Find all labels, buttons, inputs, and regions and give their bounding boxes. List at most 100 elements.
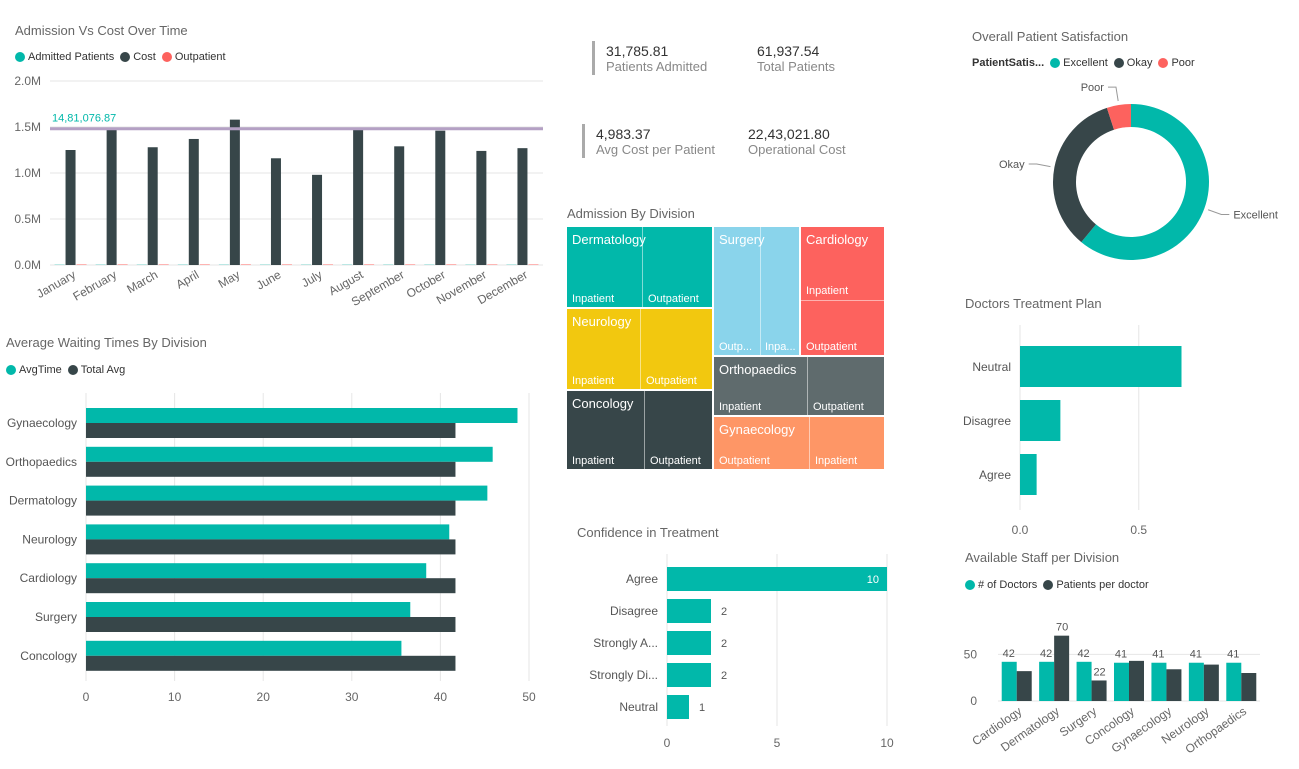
legend-outpatient[interactable]: Outpatient xyxy=(161,51,226,63)
kpi-operational-cost: 22,43,021.80 Operational Cost xyxy=(748,126,846,157)
bar-avgtime[interactable] xyxy=(86,485,488,501)
treemap-sub-label: Outpatient xyxy=(648,293,699,305)
bar-doctors[interactable] xyxy=(1188,662,1204,701)
treemap-gynaecology[interactable]: Gynaecology Outpatient Inpatient xyxy=(713,416,885,470)
bar-cost[interactable] xyxy=(188,138,199,265)
y-tick-label: Dermatology xyxy=(9,494,77,508)
treemap-label: Dermatology xyxy=(572,232,646,247)
bar-total-avg[interactable] xyxy=(86,423,456,438)
bar-avgtime[interactable] xyxy=(86,524,450,540)
bar-confidence[interactable] xyxy=(667,567,887,591)
legend-total-avg[interactable]: Total Avg xyxy=(67,364,125,376)
bar-cost[interactable] xyxy=(353,128,364,265)
bar-patients-per-doctor[interactable] xyxy=(1016,671,1032,701)
bar-total-avg[interactable] xyxy=(86,461,456,477)
legend-doctors[interactable]: # of Doctors xyxy=(965,579,1037,591)
bar-patients-per-doctor[interactable] xyxy=(1091,680,1107,701)
bar-total-avg[interactable] xyxy=(86,578,456,594)
treemap-surgery[interactable]: Surgery Outp... Inpa... xyxy=(713,226,800,356)
satisfaction-donut[interactable]: Excellent Okay Poor xyxy=(969,80,1299,280)
bar-confidence[interactable] xyxy=(667,695,689,719)
treemap-neurology[interactable]: Neurology Inpatient Outpatient xyxy=(566,308,713,390)
bar-cost[interactable] xyxy=(229,119,240,265)
data-label: 42 xyxy=(1040,648,1052,660)
bar-total-avg[interactable] xyxy=(86,500,456,516)
bar-doctors[interactable] xyxy=(1151,662,1167,701)
bar-plan[interactable] xyxy=(1020,400,1061,441)
y-tick-label: Strongly A... xyxy=(593,636,658,650)
x-tick-label: February xyxy=(71,267,120,303)
bar-doctors[interactable] xyxy=(1226,662,1242,701)
waiting-legend: AvgTime Total Avg xyxy=(6,364,131,376)
treemap-label: Neurology xyxy=(572,314,632,329)
slice-excellent[interactable] xyxy=(1081,104,1209,260)
bar-confidence[interactable] xyxy=(667,631,711,655)
confidence-chart[interactable]: 0 5 10 Agree 10 Disagree 2 Strongly A... 2 Strong… xyxy=(565,550,905,750)
treemap-dermatology[interactable]: Dermatology Inpatient Outpatient xyxy=(566,226,713,308)
bar-patients-per-doctor[interactable] xyxy=(1203,664,1219,701)
kpi-label: Patients Admitted xyxy=(606,59,708,74)
x-tick-label: May xyxy=(216,267,243,290)
bar-patients-per-doctor[interactable] xyxy=(1129,660,1144,701)
y-tick-label: 50 xyxy=(964,647,978,661)
staff-chart[interactable]: 050 42Cardiology4270Dermatology4222Surger… xyxy=(960,598,1295,768)
treemap-label: Gynaecology xyxy=(719,422,795,437)
legend-excellent[interactable]: Excellent xyxy=(1050,57,1108,69)
bar-avgtime[interactable] xyxy=(86,563,427,579)
bar-cost[interactable] xyxy=(476,150,487,265)
kpi-divider xyxy=(582,124,585,158)
bar-cost[interactable] xyxy=(312,174,323,265)
bar-confidence[interactable] xyxy=(667,599,711,623)
bar-patients-per-doctor[interactable] xyxy=(1054,635,1070,701)
bar-doctors[interactable] xyxy=(1076,661,1092,701)
treemap-sub-label: Outp... xyxy=(719,341,753,353)
bar-avgtime[interactable] xyxy=(86,640,402,656)
waiting-times-chart[interactable]: 0 10 20 30 40 50 Gynaecology Orthopaedics Dermat… xyxy=(0,385,560,715)
bar-confidence[interactable] xyxy=(667,663,711,687)
legend-patients-per-doctor[interactable]: Patients per doctor xyxy=(1043,579,1149,591)
x-tick-label: 5 xyxy=(774,736,781,750)
x-tick-label: March xyxy=(124,267,160,296)
data-label: 70 xyxy=(1056,622,1068,634)
bar-avgtime[interactable] xyxy=(86,602,411,617)
bar-cost[interactable] xyxy=(65,150,76,265)
treemap[interactable]: Dermatology Inpatient Outpatient Surgery… xyxy=(566,226,885,470)
slice-okay[interactable] xyxy=(1053,107,1115,243)
bar-avgtime[interactable] xyxy=(86,408,518,423)
treemap-orthopaedics[interactable]: Orthopaedics Inpatient Outpatient xyxy=(713,356,885,416)
bar-plan[interactable] xyxy=(1020,346,1182,387)
legend-okay[interactable]: Okay xyxy=(1113,57,1152,69)
bar-patients-per-doctor[interactable] xyxy=(1241,673,1257,701)
treatment-plan-chart[interactable]: 0.0 0.5 Neutral Disagree Agree xyxy=(960,315,1290,540)
bar-total-avg[interactable] xyxy=(86,539,456,555)
kpi-value: 4,983.37 xyxy=(596,126,651,142)
x-tick-label: 0 xyxy=(664,736,671,750)
bar-total-avg[interactable] xyxy=(86,655,456,671)
bar-doctors[interactable] xyxy=(1114,662,1129,701)
bar-plan[interactable] xyxy=(1020,454,1037,495)
bar-doctors[interactable] xyxy=(1001,661,1017,701)
bar-cost[interactable] xyxy=(147,147,158,265)
bar-patients-per-doctor[interactable] xyxy=(1166,669,1182,701)
legend-admitted[interactable]: Admitted Patients xyxy=(15,51,114,63)
y-tick-label: Gynaecology xyxy=(7,416,77,430)
treemap-cardiology[interactable]: Cardiology Inpatient Outpatient xyxy=(800,226,885,356)
legend-avgtime[interactable]: AvgTime xyxy=(6,364,62,376)
y-tick-label: Agree xyxy=(626,572,658,586)
legend-cost[interactable]: Cost xyxy=(120,51,156,63)
bar-cost[interactable] xyxy=(106,128,117,265)
legend-poor[interactable]: Poor xyxy=(1158,57,1195,69)
bar-doctors[interactable] xyxy=(1039,661,1055,701)
bar-cost[interactable] xyxy=(394,146,405,265)
x-tick-label: January xyxy=(34,267,78,300)
slice-poor[interactable] xyxy=(1106,104,1131,130)
bar-total-avg[interactable] xyxy=(86,617,456,632)
bar-avgtime[interactable] xyxy=(86,446,493,462)
kpi-value: 22,43,021.80 xyxy=(748,126,830,142)
bar-cost[interactable] xyxy=(270,158,281,265)
bar-cost[interactable] xyxy=(435,130,446,265)
confidence-title: Confidence in Treatment xyxy=(577,525,719,540)
bar-cost[interactable] xyxy=(517,148,528,265)
treemap-concology[interactable]: Concology Inpatient Outpatient xyxy=(566,390,713,470)
